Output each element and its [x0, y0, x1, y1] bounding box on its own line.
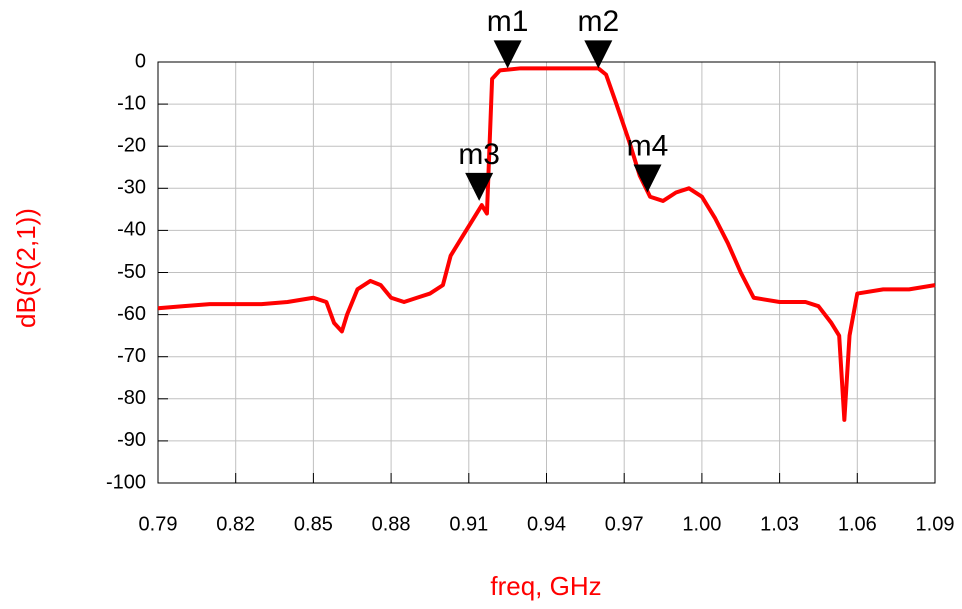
y-tick-label: -80 [117, 387, 146, 409]
plot-frame [157, 61, 936, 484]
y-tick-label: -20 [117, 134, 146, 156]
x-tick-label: 0.91 [449, 513, 488, 535]
y-tick-label: -60 [117, 303, 146, 325]
marker-label: m2 [577, 5, 619, 38]
y-tick-label: -50 [117, 261, 146, 283]
y-axis-title: dB(S(2,1)) [11, 208, 41, 328]
x-tick-label: 0.85 [294, 513, 333, 535]
marker [465, 172, 494, 201]
marker [584, 40, 613, 69]
y-tick-label: -100 [106, 471, 146, 493]
marker-label: m3 [458, 138, 500, 171]
x-tick-label: 0.94 [527, 513, 566, 535]
x-tick-label: 0.97 [605, 513, 644, 535]
y-tick-label: -10 [117, 92, 146, 114]
y-tick-label: -30 [117, 177, 146, 199]
x-tick-label: 1.03 [760, 513, 799, 535]
x-tick-label: 1.09 [916, 513, 955, 535]
marker-label: m1 [487, 5, 529, 38]
x-tick-label: 0.82 [216, 513, 255, 535]
y-tick-label: -70 [117, 345, 146, 367]
x-axis-title: freq, GHz [490, 571, 601, 601]
x-tick-label: 0.79 [139, 513, 178, 535]
y-tick-label: -90 [117, 429, 146, 451]
data-line [157, 66, 936, 422]
marker [633, 164, 662, 193]
y-tick-label: 0 [135, 50, 146, 72]
x-tick-label: 1.06 [838, 513, 877, 535]
y-tick-label: -40 [117, 219, 146, 241]
x-tick-label: 1.00 [682, 513, 721, 535]
marker-label: m4 [627, 129, 669, 162]
x-tick-label: 0.88 [372, 513, 411, 535]
marker [493, 40, 522, 69]
